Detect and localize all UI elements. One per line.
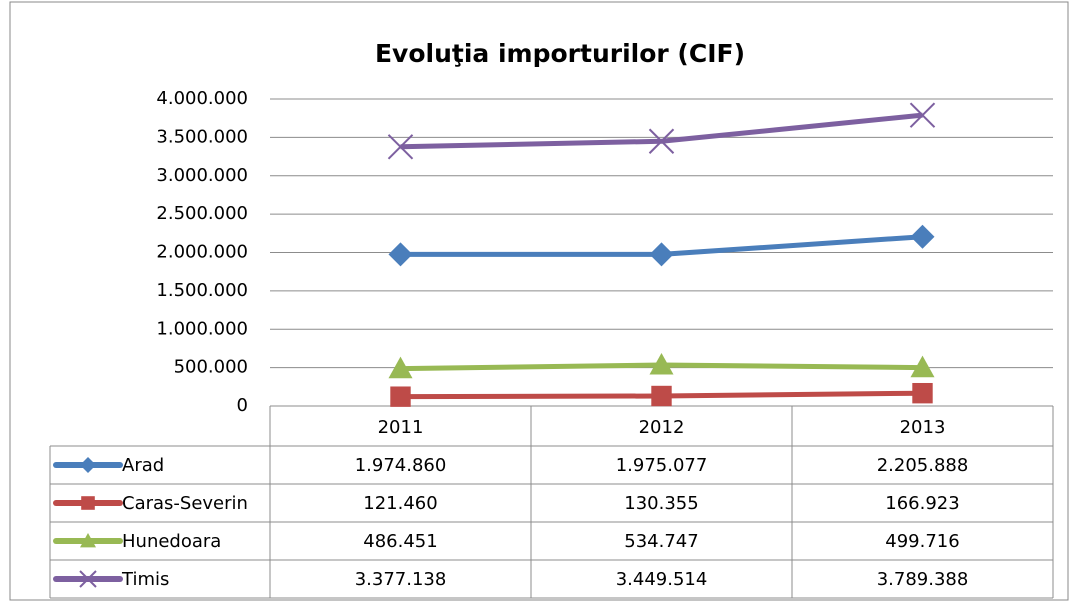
marker — [912, 382, 933, 404]
y-tick-label: 500.000 — [174, 357, 248, 378]
legend-label: Hunedoara — [122, 531, 221, 552]
marker — [80, 533, 96, 548]
table-value: 3.789.388 — [877, 569, 969, 590]
table-value: 534.747 — [624, 531, 698, 552]
table-value: 499.716 — [885, 531, 959, 552]
chart-border — [9, 1, 1069, 601]
y-tick-label: 2.500.000 — [156, 203, 248, 224]
y-tick-label: 4.000.000 — [156, 88, 248, 109]
y-tick-label: 3.500.000 — [156, 126, 248, 147]
legend-label: Caras-Severin — [122, 493, 248, 514]
x-tick-label: 2013 — [900, 417, 946, 438]
marker — [648, 128, 675, 154]
marker — [388, 356, 413, 379]
marker — [387, 134, 414, 160]
chart-title: Evoluţia importurilor (CIF) — [375, 39, 745, 68]
marker — [910, 355, 935, 378]
legend-label: Arad — [122, 455, 164, 476]
table-value: 1.975.077 — [616, 455, 708, 476]
marker — [79, 570, 97, 588]
marker — [649, 242, 674, 267]
y-tick-label: 3.000.000 — [156, 165, 248, 186]
marker — [390, 386, 411, 407]
table-value: 121.460 — [363, 493, 437, 514]
table-value: 130.355 — [624, 493, 698, 514]
table-value: 166.923 — [885, 493, 959, 514]
x-tick-label: 2011 — [378, 417, 424, 438]
table-value: 3.449.514 — [616, 569, 708, 590]
y-tick-label: 1.500.000 — [156, 280, 248, 301]
marker — [81, 496, 95, 510]
table-value: 486.451 — [363, 531, 437, 552]
legend-label: Timis — [121, 569, 169, 590]
table-value: 2.205.888 — [877, 455, 969, 476]
marker — [649, 352, 674, 375]
marker — [909, 102, 936, 128]
marker — [80, 457, 96, 473]
table-value: 3.377.138 — [355, 569, 447, 590]
x-tick-label: 2012 — [639, 417, 685, 438]
table-value: 1.974.860 — [355, 455, 447, 476]
y-tick-label: 0 — [237, 395, 248, 416]
marker — [910, 224, 935, 249]
y-tick-label: 1.000.000 — [156, 318, 248, 339]
marker — [388, 242, 413, 267]
y-tick-label: 2.000.000 — [156, 242, 248, 263]
marker — [651, 385, 672, 407]
